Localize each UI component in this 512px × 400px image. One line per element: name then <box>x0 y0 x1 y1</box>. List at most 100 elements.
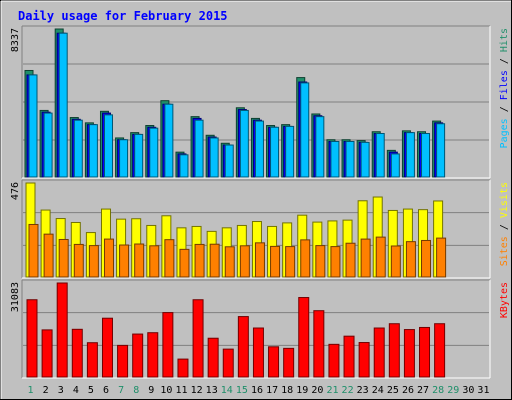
bar-pages <box>58 32 68 178</box>
x-tick-label: 21 <box>326 385 338 396</box>
x-tick-label: 8 <box>133 385 139 396</box>
bar-sites <box>224 246 235 278</box>
bar-sites <box>119 244 130 278</box>
bar-sites <box>405 241 416 278</box>
bar-pages <box>421 133 431 178</box>
x-tick-label: 24 <box>372 385 384 396</box>
bar-kbytes <box>117 344 129 378</box>
bar-kbytes <box>403 329 415 378</box>
bar-kbytes <box>147 332 159 378</box>
bar-pages <box>300 82 310 178</box>
chart-panels: 8337 Pages / Files / Hits 476 Sites / Visit… <box>10 25 510 379</box>
bar-pages <box>315 116 325 178</box>
bar-pages <box>73 119 83 178</box>
bar-kbytes <box>373 327 385 378</box>
bar-pages <box>375 133 385 178</box>
x-tick-label: 28 <box>432 385 444 396</box>
bar-kbytes <box>328 343 340 378</box>
bar-pages <box>134 133 144 178</box>
bar-kbytes <box>388 323 400 378</box>
legend-item: / <box>499 218 510 236</box>
legend-item: KBytes <box>499 282 510 318</box>
bar-kbytes <box>41 329 53 378</box>
bar-kbytes <box>298 297 310 378</box>
panel-legend: Sites / Visits <box>499 182 510 266</box>
bar-kbytes <box>283 347 295 378</box>
bar-pages <box>345 140 355 178</box>
x-tick-label: 6 <box>103 385 109 396</box>
x-tick-label: 26 <box>402 385 414 396</box>
y-axis-max-label: 31083 <box>10 282 21 312</box>
bar-pages <box>405 132 415 178</box>
bar-sites <box>164 239 175 278</box>
bar-sites <box>179 248 190 278</box>
x-tick-label: 23 <box>357 385 369 396</box>
bar-kbytes <box>132 333 144 378</box>
legend-item: Files <box>499 70 510 100</box>
x-tick-label: 30 <box>462 385 474 396</box>
legend-item: Sites <box>499 236 510 266</box>
panel-top: 8337 Pages / Files / Hits <box>10 25 510 179</box>
bar-kbytes <box>101 317 113 378</box>
bar-sites <box>239 245 250 278</box>
bar-sites <box>58 238 69 278</box>
bar-sites <box>254 242 265 278</box>
chart-title: Daily usage for February 2015 <box>18 9 228 23</box>
bar-sites <box>345 242 356 278</box>
bar-pages <box>164 103 174 178</box>
bar-pages <box>194 119 204 178</box>
panel-bottom: 31083 KBytes <box>10 279 510 379</box>
y-axis-max-label: 476 <box>10 182 21 200</box>
x-tick-label: 22 <box>342 385 354 396</box>
x-tick-label: 15 <box>236 385 248 396</box>
bar-kbytes <box>162 312 174 378</box>
panel-middle: 476 Sites / Visits <box>10 179 510 279</box>
bar-sites <box>375 236 386 278</box>
bar-pages <box>209 137 219 178</box>
bar-sites <box>194 243 205 278</box>
x-tick-label: 25 <box>387 385 399 396</box>
bar-pages <box>88 124 98 178</box>
bar-kbytes <box>86 342 98 378</box>
legend-item: / <box>499 52 510 70</box>
bar-sites <box>209 243 220 278</box>
x-tick-label: 27 <box>417 385 429 396</box>
bar-pages <box>43 112 53 178</box>
bar-pages <box>239 109 249 178</box>
x-tick-label: 18 <box>281 385 293 396</box>
bar-pages <box>360 141 370 178</box>
bar-kbytes <box>419 326 431 378</box>
bar-sites <box>28 223 39 278</box>
bar-pages <box>285 125 295 178</box>
bar-pages <box>119 139 129 178</box>
bar-sites <box>134 243 145 278</box>
bar-kbytes <box>268 346 280 378</box>
bar-pages <box>254 120 264 178</box>
bar-pages <box>149 127 159 178</box>
bar-kbytes <box>207 337 219 378</box>
bar-pages <box>103 114 113 178</box>
bar-kbytes <box>26 299 38 378</box>
bar-sites <box>285 246 296 278</box>
bar-sites <box>360 238 371 278</box>
x-tick-label: 1 <box>28 385 34 396</box>
x-tick-label: 19 <box>296 385 308 396</box>
bar-pages <box>270 126 280 178</box>
x-tick-label: 2 <box>43 385 49 396</box>
bar-kbytes <box>343 335 355 378</box>
legend-item: Hits <box>499 28 510 52</box>
bar-pages <box>390 153 400 178</box>
series-kbytes <box>26 282 446 378</box>
series-pages <box>28 32 446 178</box>
bar-sites <box>43 233 54 278</box>
bar-sites <box>315 245 326 278</box>
x-tick-label: 17 <box>266 385 278 396</box>
bar-sites <box>73 243 84 278</box>
x-tick-label: 31 <box>477 385 489 396</box>
x-axis-day-labels: 1 2 3 4 5 6 7 8 9 10 11 12 13 14 15 16 17 18 19 20 21 22 23 24 2… <box>28 385 490 396</box>
bar-pages <box>436 123 446 178</box>
bar-sites <box>390 245 401 278</box>
x-tick-label: 3 <box>58 385 64 396</box>
bar-kbytes <box>56 282 68 378</box>
